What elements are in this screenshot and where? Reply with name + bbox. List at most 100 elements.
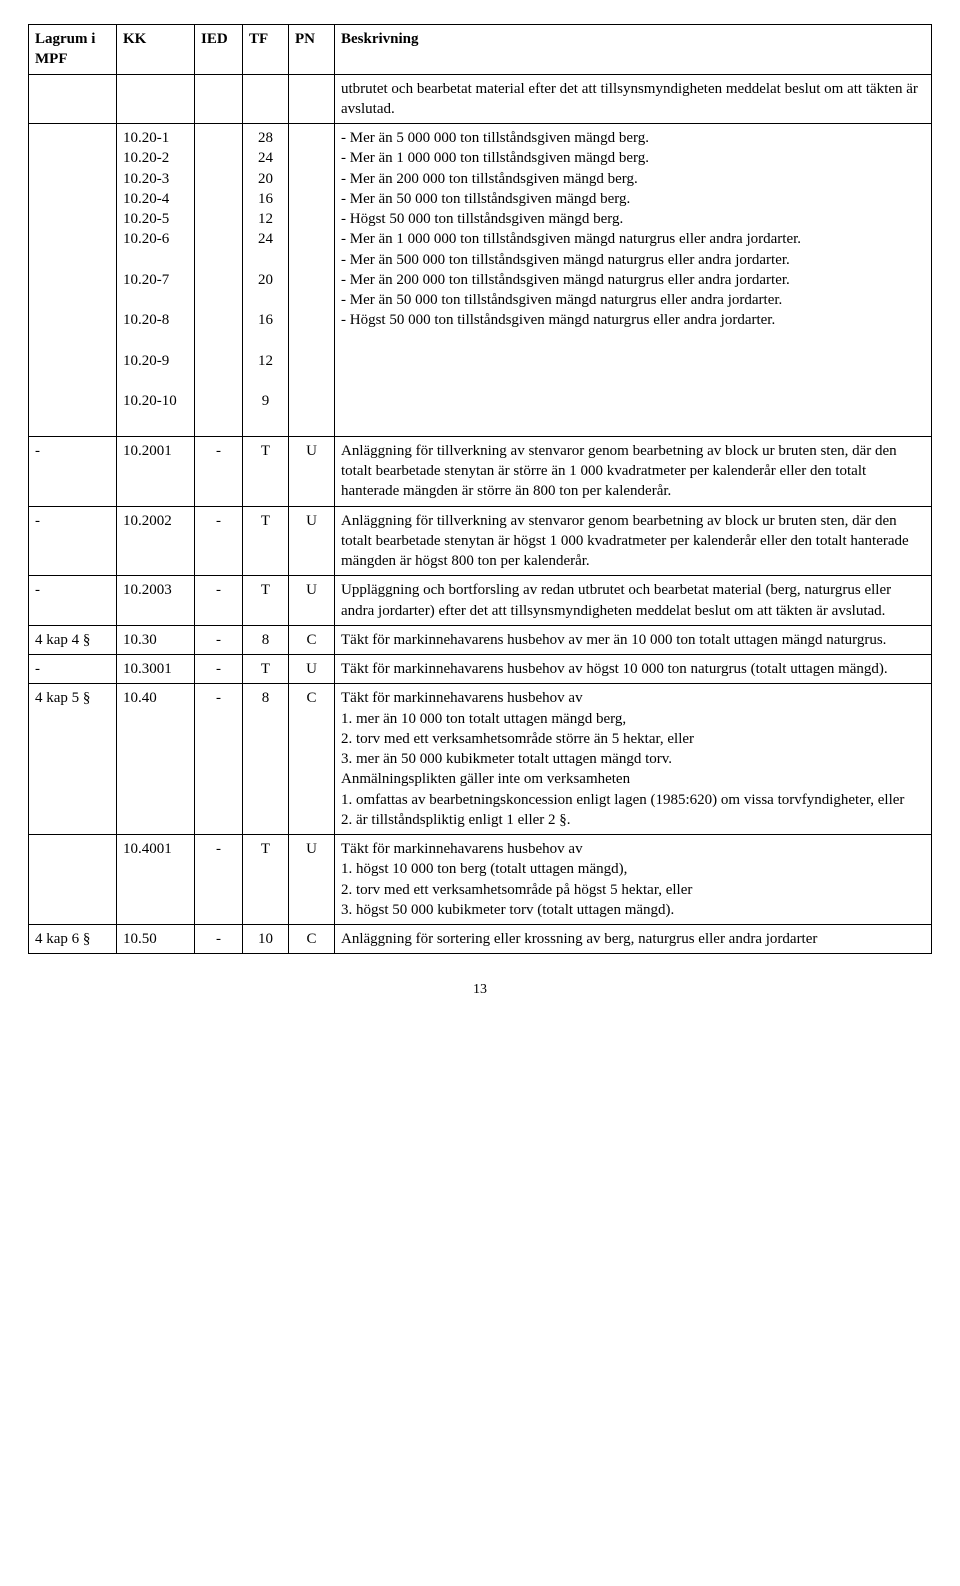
regulation-table: Lagrum i MPF KK IED TF PN Beskrivning ut…: [28, 24, 932, 954]
multi-tf-line: 24: [249, 229, 282, 249]
cell-kk: 10.2001: [117, 436, 195, 506]
cell-lagrum: -: [29, 655, 117, 684]
cell-tf: T: [243, 576, 289, 626]
multi-kk-line: 10.20-7: [123, 270, 188, 290]
page-number: 13: [28, 982, 932, 998]
cell-beskr: Täkt för markinnehavarens husbehov av1. …: [335, 684, 932, 835]
multi-kk-line: 10.20-3: [123, 169, 188, 189]
cell-beskr: Anläggning för tillverkning av stenvaror…: [335, 506, 932, 576]
multi-tf-line: 24: [249, 148, 282, 168]
multi-desc-line: - Mer än 200 000 ton tillståndsgiven män…: [341, 270, 925, 290]
header-tf: TF: [243, 25, 289, 75]
cell-kk: 10.30: [117, 625, 195, 654]
multi-kk-line: 10.20-2: [123, 148, 188, 168]
cell-ied: -: [195, 576, 243, 626]
cell-pn: U: [289, 576, 335, 626]
multi-kk-line: 10.20-9: [123, 351, 188, 371]
table-row: -10.2001-TUAnläggning för tillverkning a…: [29, 436, 932, 506]
multi-tf-line: 20: [249, 169, 282, 189]
table-row: -10.3001-TUTäkt för markinnehavarens hus…: [29, 655, 932, 684]
cell-tf: [243, 74, 289, 124]
multi-kk-line: 10.20-8: [123, 310, 188, 330]
multi-tf-line: 16: [249, 189, 282, 209]
multi-kk-line: 10.20-1: [123, 128, 188, 148]
cell-ied: -: [195, 436, 243, 506]
table-row: -10.2002-TUAnläggning för tillverkning a…: [29, 506, 932, 576]
cell-lagrum: 4 kap 4 §: [29, 625, 117, 654]
cell-pn: C: [289, 625, 335, 654]
cell-tf: T: [243, 506, 289, 576]
cell-beskr: utbrutet och bearbetat material efter de…: [335, 74, 932, 124]
multi-desc-line: - Mer än 1 000 000 ton tillståndsgiven m…: [341, 229, 925, 249]
cell-lagrum: [29, 835, 117, 925]
cell-kk: 10.2003: [117, 576, 195, 626]
header-ied: IED: [195, 25, 243, 75]
cell-beskr: Täkt för markinnehavarens husbehov av me…: [335, 625, 932, 654]
cell-ied: -: [195, 835, 243, 925]
cell-ied: [195, 124, 243, 437]
cell-kk: 10.40: [117, 684, 195, 835]
table-row-multi: 10.20-110.20-210.20-310.20-410.20-510.20…: [29, 124, 932, 437]
cell-lagrum: 4 kap 5 §: [29, 684, 117, 835]
cell-lagrum: -: [29, 506, 117, 576]
cell-pn: U: [289, 506, 335, 576]
multi-kk-line: 10.20-5: [123, 209, 188, 229]
table-row: 4 kap 6 §10.50-10CAnläggning för sorteri…: [29, 925, 932, 954]
multi-desc-line: - Mer än 50 000 ton tillståndsgiven mäng…: [341, 290, 925, 310]
cell-pn: U: [289, 835, 335, 925]
header-pn: PN: [289, 25, 335, 75]
cell-pn: [289, 124, 335, 437]
multi-tf-line: 12: [249, 209, 282, 229]
multi-desc-line: - Högst 50 000 ton tillståndsgiven mängd…: [341, 209, 925, 229]
header-kk: KK: [117, 25, 195, 75]
cell-ied: -: [195, 625, 243, 654]
multi-tf-line: 28: [249, 128, 282, 148]
cell-pn: U: [289, 655, 335, 684]
cell-kk: 10.20-110.20-210.20-310.20-410.20-510.20…: [117, 124, 195, 437]
cell-kk: [117, 74, 195, 124]
table-row: -10.2003-TUUppläggning och bortforsling …: [29, 576, 932, 626]
cell-pn: C: [289, 684, 335, 835]
cell-tf: T: [243, 436, 289, 506]
multi-desc-line: - Högst 50 000 ton tillståndsgiven mängd…: [341, 310, 925, 330]
header-beskr: Beskrivning: [335, 25, 932, 75]
cell-tf: T: [243, 655, 289, 684]
cell-pn: C: [289, 925, 335, 954]
cell-tf: 8: [243, 625, 289, 654]
cell-lagrum: 4 kap 6 §: [29, 925, 117, 954]
cell-ied: [195, 74, 243, 124]
cell-beskr: Anläggning för sortering eller krossning…: [335, 925, 932, 954]
header-lagrum: Lagrum i MPF: [29, 25, 117, 75]
cell-beskr: Uppläggning och bortforsling av redan ut…: [335, 576, 932, 626]
multi-desc-line: - Mer än 5 000 000 ton tillståndsgiven m…: [341, 128, 925, 148]
cell-ied: -: [195, 684, 243, 835]
multi-kk-line: 10.20-4: [123, 189, 188, 209]
cell-lagrum: -: [29, 436, 117, 506]
multi-tf-line: 12: [249, 351, 282, 371]
cell-kk: 10.3001: [117, 655, 195, 684]
multi-tf-line: 9: [249, 391, 282, 411]
multi-desc-line: - Mer än 50 000 ton tillståndsgiven mäng…: [341, 189, 925, 209]
table-row: 4 kap 5 §10.40-8CTäkt för markinnehavare…: [29, 684, 932, 835]
multi-kk-line: 10.20-6: [123, 229, 188, 249]
cell-tf: T: [243, 835, 289, 925]
multi-desc-line: - Mer än 500 000 ton tillståndsgiven män…: [341, 250, 925, 270]
multi-tf-line: 16: [249, 310, 282, 330]
multi-desc-line: - Mer än 200 000 ton tillståndsgiven män…: [341, 169, 925, 189]
table-row: 4 kap 4 §10.30-8CTäkt för markinnehavare…: [29, 625, 932, 654]
cell-pn: U: [289, 436, 335, 506]
cell-kk: 10.50: [117, 925, 195, 954]
cell-ied: -: [195, 506, 243, 576]
cell-beskr: Täkt för markinnehavarens husbehov av hö…: [335, 655, 932, 684]
cell-ied: -: [195, 655, 243, 684]
cell-lagrum: [29, 74, 117, 124]
multi-desc-line: - Mer än 1 000 000 ton tillståndsgiven m…: [341, 148, 925, 168]
cell-beskr: Anläggning för tillverkning av stenvaror…: [335, 436, 932, 506]
cell-ied: -: [195, 925, 243, 954]
table-header-row: Lagrum i MPF KK IED TF PN Beskrivning: [29, 25, 932, 75]
cell-tf: 8: [243, 684, 289, 835]
cell-kk: 10.2002: [117, 506, 195, 576]
cell-lagrum: [29, 124, 117, 437]
multi-kk-line: 10.20-10: [123, 391, 188, 411]
cell-kk: 10.4001: [117, 835, 195, 925]
